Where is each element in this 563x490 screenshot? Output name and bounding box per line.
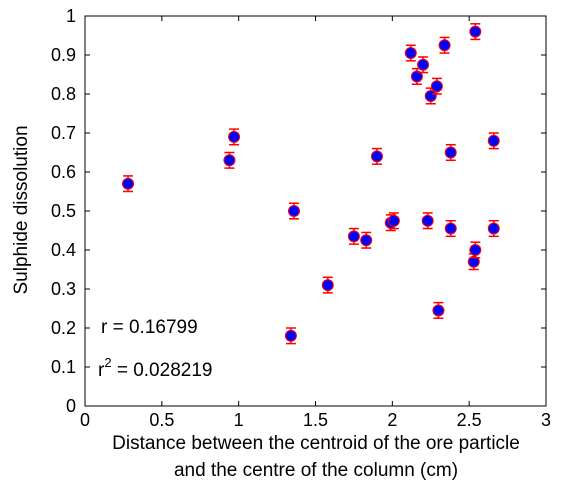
data-point: [432, 301, 445, 319]
data-point: [438, 36, 451, 54]
data-point: [410, 67, 423, 85]
point-marker: [467, 255, 480, 268]
data-point: [444, 143, 457, 162]
data-point: [228, 128, 241, 146]
data-point: [444, 220, 457, 238]
data-point: [467, 253, 480, 271]
x-tick-label: 1: [234, 410, 244, 430]
data-point: [469, 23, 482, 41]
data-point: [424, 87, 437, 105]
data-points: [122, 23, 500, 345]
point-marker: [287, 205, 300, 217]
data-point: [321, 276, 334, 294]
point-marker: [360, 234, 373, 247]
y-tick-label: 0.9: [51, 45, 76, 65]
point-marker: [370, 150, 383, 163]
point-marker: [404, 47, 417, 60]
point-marker: [347, 230, 360, 243]
point-marker: [432, 304, 445, 317]
point-marker: [438, 39, 451, 52]
x-axis-title-line1: Distance between the centroid of the ore…: [112, 433, 520, 454]
r-squared-annotation: r2 = 0.028219: [98, 355, 212, 381]
point-marker: [430, 80, 443, 93]
y-tick-label: 0.2: [51, 318, 76, 338]
x-tick-label: 0.5: [149, 410, 174, 430]
data-point: [370, 147, 383, 165]
data-point: [404, 44, 417, 62]
x-tick-label: 0: [80, 410, 90, 430]
r-squared-value: = 0.028219: [112, 360, 213, 381]
x-tick-label: 1.5: [303, 410, 328, 430]
point-marker: [223, 154, 236, 167]
point-marker: [487, 222, 500, 235]
x-tick-label: 3: [541, 410, 551, 430]
point-marker: [469, 25, 482, 38]
plot-area: [84, 15, 547, 407]
data-point: [417, 56, 430, 74]
point-marker: [387, 214, 400, 227]
y-tick-label: 1: [66, 6, 76, 26]
point-marker: [122, 177, 135, 190]
data-point: [284, 327, 297, 345]
data-point: [430, 77, 443, 95]
y-tick-label: 0: [66, 396, 76, 416]
plot-frame: [84, 15, 547, 407]
data-point: [360, 231, 373, 249]
point-marker: [410, 70, 423, 83]
data-point: [421, 212, 434, 230]
point-marker: [487, 134, 500, 147]
data-point: [287, 202, 300, 220]
data-point: [487, 220, 500, 238]
data-point: [347, 227, 360, 245]
y-tick-label: 0.7: [51, 123, 76, 143]
point-marker: [421, 214, 434, 227]
y-tick-label: 0.5: [51, 201, 76, 221]
r-squared-superscript: 2: [104, 355, 111, 370]
x-tick-label: 2.5: [457, 410, 482, 430]
correlation-annotation: r = 0.16799: [101, 317, 198, 338]
r-squared-prefix: r: [98, 360, 105, 381]
y-axis-title: Sulphide dissolution: [11, 125, 32, 294]
data-point: [223, 151, 236, 169]
point-marker: [284, 329, 297, 342]
data-point: [122, 175, 135, 193]
point-marker: [228, 130, 241, 143]
point-marker: [444, 146, 457, 159]
axis-ticks: 0 0.5 1 1.5 2 2.5 3 0 0.1 0.2 0.3 0.4 0.5 0.6 0.7 0.8 0.…: [51, 6, 551, 430]
x-tick-label: 2: [387, 410, 397, 430]
data-point: [469, 241, 482, 259]
y-tick-label: 0.6: [51, 162, 76, 182]
point-marker: [321, 279, 334, 292]
x-axis-title-line2: and the centre of the column (cm): [174, 460, 458, 481]
point-marker: [417, 58, 430, 71]
data-point: [387, 212, 400, 230]
data-point: [487, 132, 500, 150]
point-marker: [444, 222, 457, 235]
y-tick-label: 0.4: [51, 240, 76, 260]
point-marker: [424, 89, 437, 102]
point-marker: [469, 244, 482, 256]
y-tick-label: 0.1: [51, 357, 76, 377]
y-tick-label: 0.8: [51, 84, 76, 104]
y-tick-label: 0.3: [51, 279, 76, 299]
